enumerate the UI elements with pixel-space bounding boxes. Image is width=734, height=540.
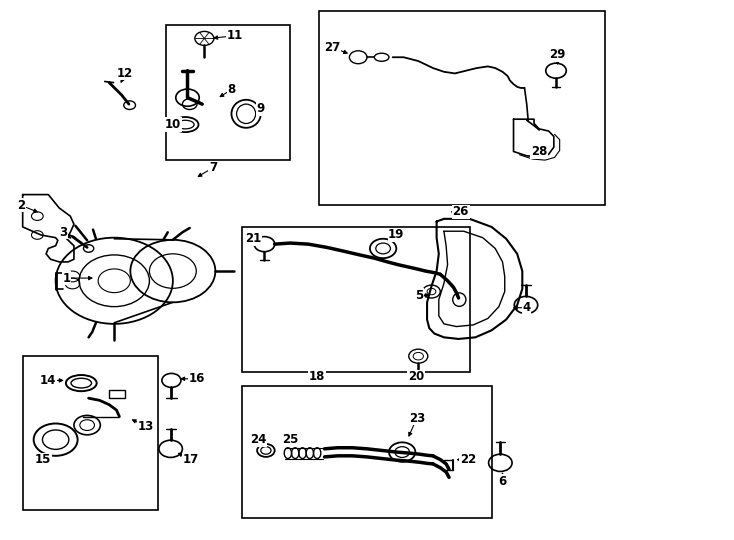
Bar — [23, 356, 159, 510]
Text: 12: 12 — [117, 67, 134, 80]
Text: 7: 7 — [209, 161, 217, 174]
Text: 13: 13 — [138, 420, 154, 433]
Text: 27: 27 — [324, 41, 341, 54]
Text: 11: 11 — [227, 29, 243, 42]
Text: 21: 21 — [245, 232, 261, 245]
Text: 24: 24 — [250, 433, 266, 446]
Text: 22: 22 — [460, 453, 476, 466]
Text: 6: 6 — [498, 475, 506, 488]
Text: 1: 1 — [62, 272, 70, 285]
Bar — [242, 386, 492, 518]
Text: 3: 3 — [59, 226, 67, 239]
Text: 18: 18 — [309, 370, 325, 383]
Text: 29: 29 — [549, 48, 566, 61]
Bar — [242, 227, 470, 373]
Bar — [166, 25, 290, 160]
Text: 20: 20 — [408, 370, 424, 383]
Text: 8: 8 — [228, 83, 236, 96]
Text: 26: 26 — [453, 205, 469, 218]
Text: 17: 17 — [183, 453, 200, 466]
Text: 28: 28 — [531, 145, 548, 158]
Text: 2: 2 — [17, 199, 25, 212]
Text: 16: 16 — [189, 372, 206, 386]
Text: 10: 10 — [164, 118, 181, 131]
Text: 19: 19 — [388, 228, 404, 241]
Text: 5: 5 — [415, 289, 423, 302]
Text: 14: 14 — [40, 374, 57, 387]
Text: 15: 15 — [35, 453, 51, 466]
Text: 23: 23 — [409, 411, 425, 424]
Bar — [109, 389, 126, 398]
Bar — [319, 11, 605, 205]
Text: 4: 4 — [523, 301, 531, 314]
Text: 9: 9 — [257, 102, 265, 115]
Text: 25: 25 — [282, 433, 298, 446]
